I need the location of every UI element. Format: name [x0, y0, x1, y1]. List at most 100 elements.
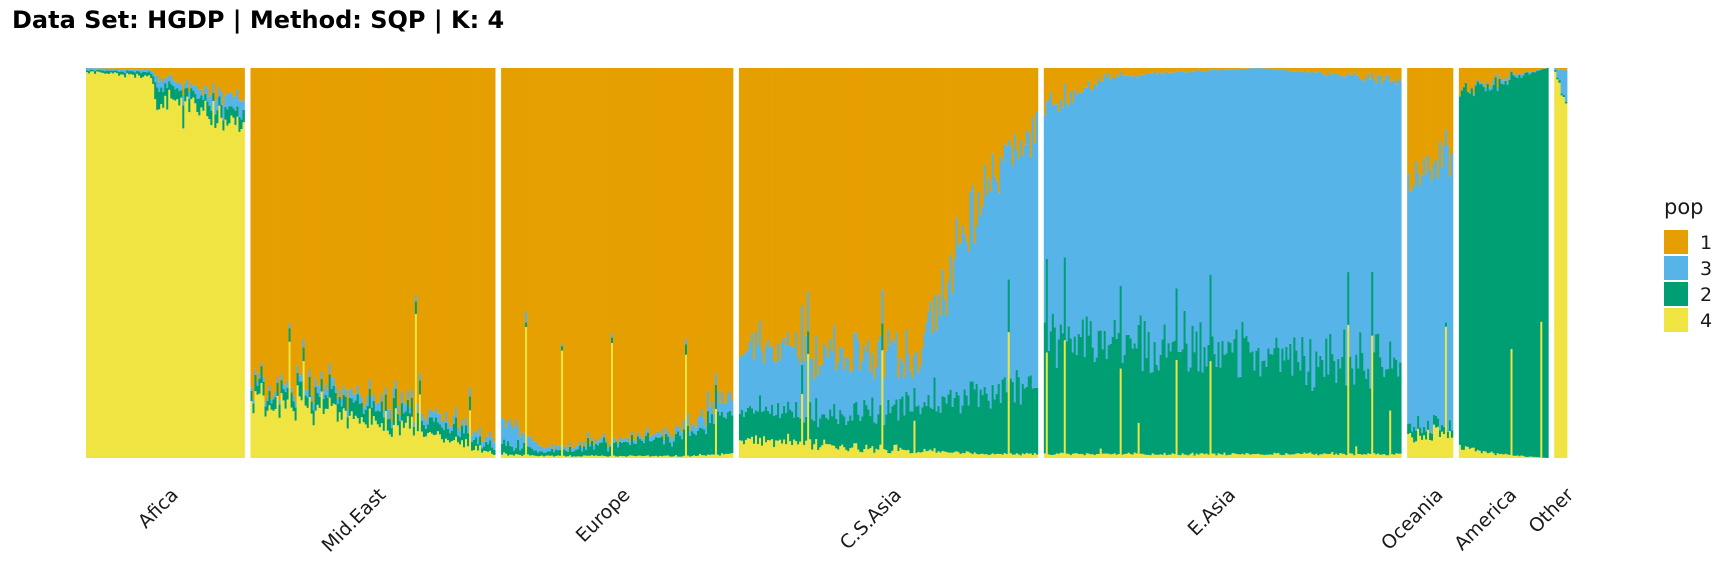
bar-segment-pop-3 [168, 75, 171, 82]
bar-segment-pop-4 [1351, 453, 1354, 458]
bar-segment-pop-4 [1508, 454, 1511, 458]
bar-segment-pop-3 [122, 69, 125, 72]
bar-segment-pop-4 [1095, 454, 1099, 458]
bar-segment-pop-4 [180, 97, 183, 458]
bar-segment-pop-4 [1127, 452, 1131, 458]
bar-segment-pop-1 [843, 68, 846, 371]
bar-segment-pop-4 [645, 455, 648, 458]
bar-segment-pop-1 [773, 68, 776, 362]
bar-segment-pop-4 [467, 446, 470, 458]
bar-segment-pop-4 [809, 439, 812, 458]
bar-segment-pop-4 [1512, 455, 1515, 458]
bar-segment-pop-4 [1051, 455, 1055, 458]
bar-segment-pop-4 [567, 456, 570, 458]
bar-segment-pop-1 [1223, 68, 1226, 71]
bar-segment-pop-2 [1145, 358, 1149, 455]
bar-segment-pop-1 [947, 68, 950, 282]
bar-segment-pop-4 [184, 101, 187, 458]
bar-segment-pop-2 [398, 420, 402, 436]
bar-segment-pop-3 [467, 425, 470, 434]
bar-segment-pop-1 [1145, 68, 1149, 74]
bar-segment-pop-3 [1085, 87, 1089, 317]
bar-segment-pop-1 [505, 68, 508, 428]
bar-segment-pop-1 [336, 68, 340, 399]
bar-segment-pop-3 [1524, 71, 1527, 73]
bar-segment-pop-3 [1399, 80, 1402, 363]
bar-segment-pop-2 [867, 409, 870, 450]
bar-segment-pop-4 [156, 109, 159, 458]
bar-segment-pop-3 [1289, 71, 1292, 344]
bar-segment-pop-2 [1035, 387, 1039, 455]
bar-segment-pop-1 [1425, 68, 1428, 175]
bar-segment-pop-1 [1207, 68, 1210, 71]
bar-segment-pop-4 [1105, 453, 1109, 458]
bar-segment-pop-1 [278, 68, 281, 401]
bar-segment-pop-4 [680, 456, 684, 458]
bar-segment-pop-3 [1221, 70, 1224, 342]
bar-segment-pop-1 [1073, 68, 1077, 90]
bar-segment-pop-2 [1191, 325, 1194, 453]
bar-segment-pop-3 [426, 416, 430, 425]
bar-segment-pop-3 [1345, 75, 1348, 386]
bar-segment-pop-1 [1423, 68, 1426, 159]
bar-segment-pop-4 [817, 450, 820, 458]
bar-segment-pop-2 [718, 415, 722, 456]
bar-segment-pop-1 [1351, 68, 1354, 75]
bar-segment-pop-2 [1089, 320, 1093, 455]
bar-segment-pop-2 [212, 92, 215, 102]
bar-segment-pop-4 [999, 453, 1003, 458]
bar-segment-pop-2 [491, 447, 494, 454]
bar-segment-pop-1 [1019, 68, 1023, 141]
bar-segment-pop-2 [569, 446, 572, 456]
bar-segment-pop-4 [1343, 453, 1346, 458]
bar-segment-pop-3 [414, 295, 418, 302]
bar-segment-pop-1 [787, 68, 790, 333]
bar-segment-pop-1 [827, 68, 830, 358]
bar-segment-pop-1 [1221, 68, 1224, 70]
bar-segment-pop-4 [1458, 444, 1462, 458]
bar-segment-pop-4 [513, 455, 516, 458]
bar-segment-pop-4 [581, 456, 584, 458]
bar-segment-pop-4 [931, 451, 934, 458]
bar-segment-pop-4 [1375, 454, 1378, 458]
bar-segment-pop-4 [1361, 454, 1364, 458]
bar-segment-pop-4 [583, 455, 586, 458]
bar-segment-pop-3 [1333, 73, 1336, 362]
bar-segment-pop-3 [823, 342, 826, 415]
bar-segment-pop-3 [1215, 69, 1218, 367]
bar-segment-pop-4 [1197, 454, 1200, 458]
bar-segment-pop-4 [268, 405, 271, 458]
bar-segment-pop-1 [599, 68, 602, 439]
bar-segment-pop-1 [487, 68, 490, 437]
bar-segment-pop-4 [1083, 455, 1087, 458]
bar-segment-pop-1 [694, 68, 698, 428]
bar-segment-pop-2 [487, 444, 490, 452]
bar-segment-pop-4 [1560, 95, 1564, 458]
bar-segment-pop-2 [194, 94, 197, 104]
bar-segment-pop-2 [748, 406, 752, 439]
bar-segment-pop-2 [1490, 89, 1494, 452]
bar-segment-pop-4 [589, 455, 592, 458]
bar-segment-pop-1 [1357, 68, 1360, 76]
bar-segment-pop-2 [122, 71, 125, 75]
bar-segment-pop-3 [1183, 72, 1186, 311]
bar-segment-pop-4 [1125, 453, 1129, 458]
bar-segment-pop-2 [188, 98, 191, 113]
bar-segment-pop-4 [1474, 451, 1478, 458]
bar-segment-pop-1 [1199, 68, 1202, 71]
bar-segment-pop-1 [1317, 68, 1320, 72]
bar-segment-pop-2 [116, 70, 119, 74]
panel-america [1458, 68, 1549, 458]
bar-segment-pop-2 [1478, 84, 1482, 451]
bar-segment-pop-4 [236, 116, 239, 458]
bar-segment-pop-2 [400, 403, 404, 421]
bar-segment-pop-4 [138, 75, 141, 458]
chart-title: Data Set: HGDP | Method: SQP | K: 4 [12, 6, 505, 34]
bar-segment-pop-1 [344, 68, 348, 390]
bar-segment-pop-2 [1448, 420, 1452, 432]
bar-segment-pop-2 [1514, 76, 1517, 456]
bar-segment-pop-2 [1349, 356, 1352, 454]
bar-segment-pop-3 [284, 385, 287, 393]
bar-segment-pop-1 [537, 68, 540, 446]
legend-swatch-3 [1664, 256, 1688, 280]
